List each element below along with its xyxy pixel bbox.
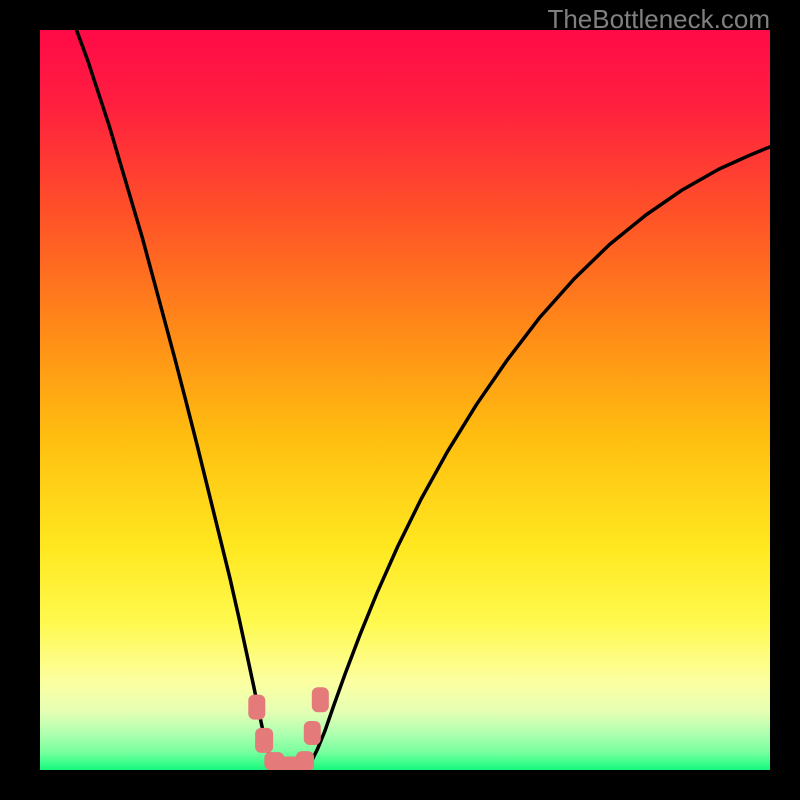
curve-marker bbox=[248, 695, 265, 720]
curve-marker bbox=[304, 721, 321, 745]
gradient-background bbox=[40, 30, 770, 770]
watermark-text: TheBottleneck.com bbox=[547, 4, 770, 35]
curve-marker bbox=[312, 687, 329, 712]
curve-marker bbox=[296, 751, 314, 770]
curve-marker bbox=[255, 728, 273, 753]
plot-svg bbox=[40, 30, 770, 770]
plot-area bbox=[40, 30, 770, 770]
